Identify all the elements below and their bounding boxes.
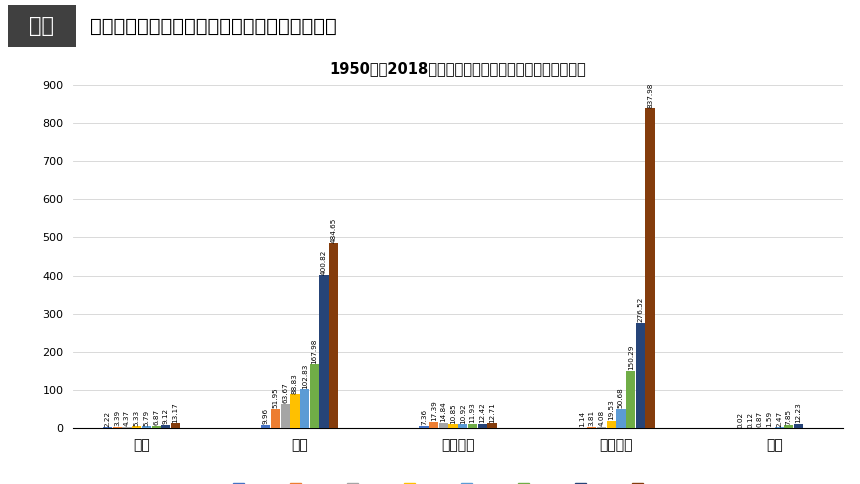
Text: 276.52: 276.52 <box>637 297 643 322</box>
Text: 50.68: 50.68 <box>618 388 624 408</box>
Text: 5.79: 5.79 <box>144 409 150 425</box>
Text: 0.12: 0.12 <box>747 411 753 428</box>
Bar <box>162 425 170 428</box>
Bar <box>420 425 428 428</box>
Bar <box>626 371 636 428</box>
Bar <box>329 243 338 428</box>
Bar <box>8 5 76 47</box>
Text: 阅读图表，说一说中国交通运输业的发展情况。: 阅读图表，说一说中国交通运输业的发展情况。 <box>90 16 337 36</box>
Bar <box>646 108 654 428</box>
Text: 0.87: 0.87 <box>757 411 763 427</box>
Text: 7.36: 7.36 <box>421 409 427 425</box>
Bar <box>151 426 161 428</box>
Bar <box>449 424 458 428</box>
Bar <box>310 364 319 428</box>
Text: 19.53: 19.53 <box>608 400 614 420</box>
Bar <box>617 409 625 428</box>
Text: 1.14: 1.14 <box>579 411 585 427</box>
Bar <box>122 427 132 428</box>
Text: 3.39: 3.39 <box>114 410 120 426</box>
Text: 3.81: 3.81 <box>589 410 595 426</box>
Text: 17.39: 17.39 <box>431 400 437 421</box>
Bar <box>261 424 270 428</box>
Text: 400.82: 400.82 <box>321 249 327 275</box>
Title: 1950年至2018年不同交通运输方式的里程数（万公里）: 1950年至2018年不同交通运输方式的里程数（万公里） <box>329 61 587 76</box>
Bar <box>784 425 794 428</box>
Text: 11.93: 11.93 <box>470 403 476 423</box>
Bar <box>488 424 496 428</box>
Text: 167.98: 167.98 <box>311 338 317 363</box>
Text: 12.71: 12.71 <box>488 402 494 423</box>
Text: 12.42: 12.42 <box>479 402 485 423</box>
Bar <box>439 423 448 428</box>
Text: 9.12: 9.12 <box>163 408 169 424</box>
Text: 2.22: 2.22 <box>105 411 111 427</box>
Bar <box>271 408 280 428</box>
Bar <box>291 394 299 428</box>
Legend: 1950年, 1960年, 1970年, 1980年, 1990年, 2000年, 2010年, 2018年: 1950年, 1960年, 1970年, 1980年, 1990年, 2000年… <box>229 479 687 484</box>
Text: 150.29: 150.29 <box>628 345 634 370</box>
Text: 484.65: 484.65 <box>331 217 337 242</box>
Text: 9.96: 9.96 <box>263 408 269 424</box>
Text: 4.37: 4.37 <box>124 410 130 426</box>
Text: 2.47: 2.47 <box>776 411 782 427</box>
Bar <box>794 424 803 428</box>
Text: 1.59: 1.59 <box>766 411 772 427</box>
Bar <box>636 323 645 428</box>
Text: 5.33: 5.33 <box>134 409 140 426</box>
Bar <box>103 427 113 428</box>
Text: 88.83: 88.83 <box>292 373 298 394</box>
Bar <box>280 404 290 428</box>
Text: 14.84: 14.84 <box>440 401 446 422</box>
Text: 63.67: 63.67 <box>282 383 288 404</box>
Bar <box>142 426 151 428</box>
Bar <box>132 426 141 428</box>
Text: 51.95: 51.95 <box>273 387 279 408</box>
Text: 10.92: 10.92 <box>460 403 466 424</box>
Text: 6.87: 6.87 <box>153 409 159 425</box>
Bar <box>606 421 616 428</box>
Text: 活动: 活动 <box>29 16 54 36</box>
Bar <box>477 424 487 428</box>
Text: 10.85: 10.85 <box>450 403 456 424</box>
Text: 837.98: 837.98 <box>647 82 653 108</box>
Bar <box>775 427 783 428</box>
Text: 0.02: 0.02 <box>737 411 743 428</box>
Bar <box>597 427 606 428</box>
Bar <box>468 424 477 428</box>
Text: 12.23: 12.23 <box>796 402 802 423</box>
Bar <box>319 275 329 428</box>
Bar <box>300 389 310 428</box>
Bar <box>587 427 597 428</box>
Bar <box>113 427 122 428</box>
Bar <box>429 422 439 428</box>
Text: 7.85: 7.85 <box>786 408 792 425</box>
Text: 102.83: 102.83 <box>302 363 308 389</box>
Bar <box>458 424 467 428</box>
Text: 13.17: 13.17 <box>173 402 179 423</box>
Bar <box>171 424 181 428</box>
Text: 4.08: 4.08 <box>599 410 605 426</box>
